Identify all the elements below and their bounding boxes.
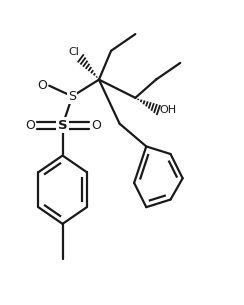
Text: S: S	[58, 119, 67, 132]
Text: O: O	[37, 79, 47, 92]
Text: Cl: Cl	[69, 47, 80, 57]
Text: OH: OH	[160, 105, 177, 115]
Text: O: O	[25, 119, 35, 132]
Text: O: O	[92, 119, 102, 132]
Text: S: S	[68, 90, 76, 103]
